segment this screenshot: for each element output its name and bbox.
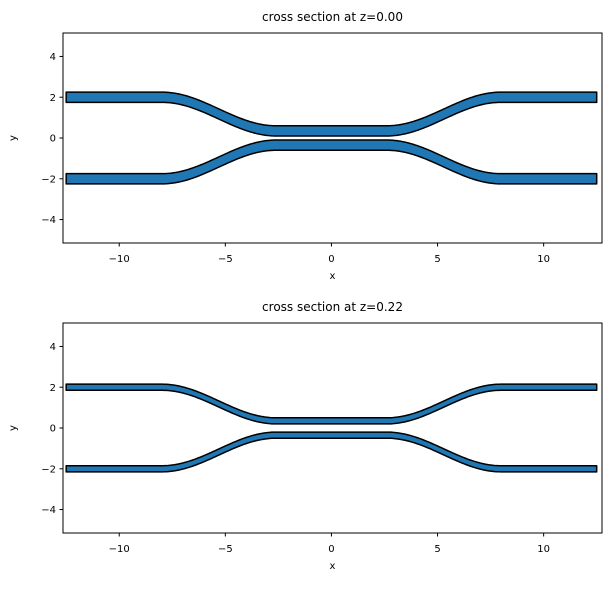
y-tick-label: 2 [50,383,56,394]
upper-waveguide-polygon [65,91,598,137]
lower-waveguide-polygon [65,431,598,473]
y-tick-label: 2 [50,93,56,104]
x-tick-label: 10 [537,544,550,555]
x-tick-label: 0 [328,254,334,265]
subplot2-x-axis-label: x [329,561,336,572]
y-tick-label: −2 [41,174,56,185]
axes-frame [62,322,603,534]
subplot-1: −10 −5 0 5 10 4 2 0 −2 −4 [41,32,603,265]
lower-waveguide-polygon [65,139,598,185]
subplot1-title: cross section at z=0.00 [262,10,403,24]
subplot1-y-axis-label: y [8,135,19,141]
x-tick-label: −5 [218,544,233,555]
y-tick-label: −4 [41,215,56,226]
x-tick-label: 5 [434,254,440,265]
subplot1-x-axis-label: x [329,271,336,282]
upper-waveguide-polygon [65,383,598,425]
y-tick-label: 0 [50,424,56,435]
y-tick-label: −2 [41,464,56,475]
y-tick-label: −4 [41,505,56,516]
y-tick-label: 0 [50,134,56,145]
subplot-2: −10 −5 0 5 10 4 2 0 −2 −4 [41,322,603,555]
subplot2-y-axis-label: y [8,425,19,431]
subplot2-title: cross section at z=0.22 [262,300,403,314]
x-tick-label: 10 [537,254,550,265]
y-tick-label: 4 [50,52,56,63]
x-tick-label: 5 [434,544,440,555]
x-tick-label: 0 [328,544,334,555]
y-tick-label: 4 [50,342,56,353]
x-tick-label: −10 [109,544,130,555]
axes-frame [62,32,603,244]
x-tick-label: −5 [218,254,233,265]
x-tick-label: −10 [109,254,130,265]
